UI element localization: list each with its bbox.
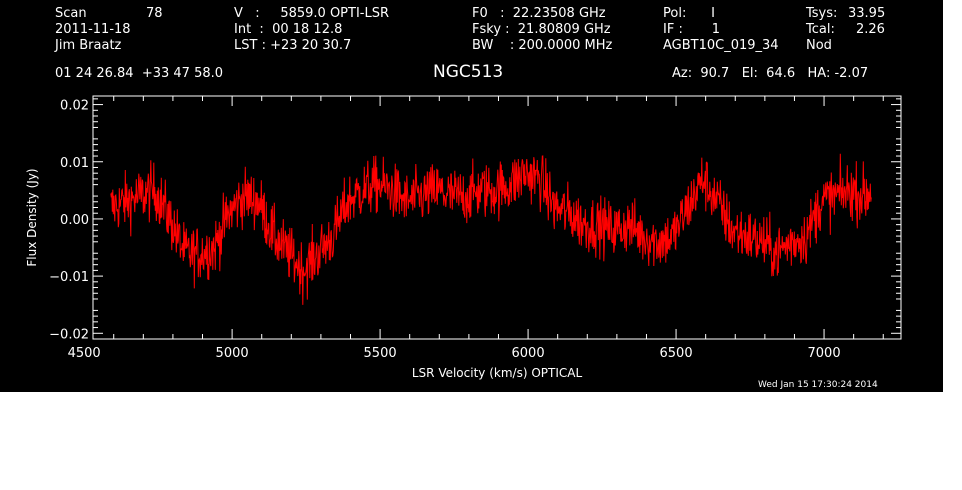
plot-timestamp: Wed Jan 15 17:30:24 2014 [758,380,878,390]
y-tick-label: −0.02 [49,327,89,342]
y-tick-label: 0.01 [60,156,89,171]
y-tick-label: −0.01 [49,270,89,285]
lst-readout: LST : +23 20 30.7 [234,38,352,53]
source-coordinates: 01 24 26.84 +33 47 58.0 [55,66,224,81]
if-number: IF : 1 [663,22,721,37]
x-axis-title: LSR Velocity (km/s) OPTICAL [412,366,583,380]
spectrum-chart: 4500 5000 5500 6000 6500 7000 −0.02 −0.01 0.00 0.… [25,95,902,380]
velocity-readout: V : 5859.0 OPTI-LSR [234,6,390,21]
y-tick-label: 0.02 [60,99,89,114]
integration-time: Int : 00 18 12.8 [234,22,343,37]
x-tick-label: 4500 [68,346,101,361]
project-id: AGBT10C_019_34 [663,38,779,53]
observation-date: 2011-11-18 [55,22,131,37]
plot-frame [92,95,902,340]
scan-label: Scan [55,6,87,21]
observer-name: Jim Braatz [55,38,122,53]
x-tick-label: 7000 [808,346,841,361]
tsys-label: Tsys: [806,6,838,21]
x-tick-label: 5000 [216,346,249,361]
tcal-label: Tcal: [806,22,835,37]
tcal-value: 2.26 [856,22,885,37]
x-tick-label: 6000 [512,346,545,361]
y-tick-label: 0.00 [60,213,89,228]
x-tick-label: 5500 [364,346,397,361]
x-tick-label: 6500 [660,346,693,361]
chart-title: NGC513 [433,62,504,82]
tsys-value: 33.95 [848,6,886,21]
y-axis-title: Flux Density (Jy) [25,168,39,266]
observing-mode: Nod [806,38,832,53]
azimuth-elevation-hour-angle: Az: 90.7 El: 64.6 HA: -2.07 [672,66,869,81]
bandwidth: BW : 200.0000 MHz [472,38,613,53]
scan-value: 78 [146,6,163,21]
plot-panel: Scan 78 2011-11-18 Jim Braatz V : 5859.0… [0,0,943,392]
sky-frequency: Fsky : 21.80809 GHz [472,22,611,37]
spectrum-trace [110,153,872,305]
rest-frequency: F0 : 22.23508 GHz [472,6,606,21]
polarization: Pol: I [663,6,715,21]
